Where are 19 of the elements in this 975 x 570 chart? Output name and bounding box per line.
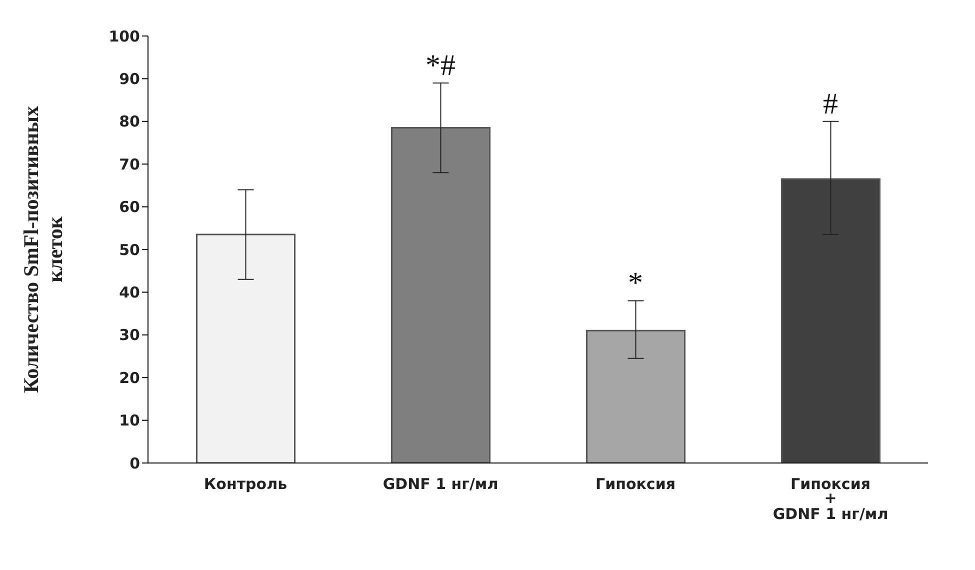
y-tick-label: 90 [119,70,140,88]
y-tick-label: 30 [119,326,140,344]
y-tick-label: 60 [119,198,140,216]
x-tick-label: Контроль [204,475,288,493]
x-tick-label: Гипоксия [596,475,676,493]
y-tick-label: 20 [119,368,140,387]
annotation: *# [426,48,456,82]
y-tick-label: 40 [119,284,140,302]
y-tick-label: 80 [119,112,140,131]
annotation: * [628,266,643,300]
y-tick-label: 100 [108,27,140,46]
y-tick-label: 10 [119,412,140,430]
y-tick-label: 50 [119,240,140,259]
annotation: # [823,87,838,120]
y-tick-label: 0 [130,454,140,472]
y-axis-title: Количество SmFl-позитивных клеток [19,106,67,394]
x-tick-label: GDNF 1 нг/мл [382,475,498,493]
y-tick-label: 70 [119,155,140,174]
x-tick-label: Гипоксия + GDNF 1 нг/мл [772,475,888,523]
